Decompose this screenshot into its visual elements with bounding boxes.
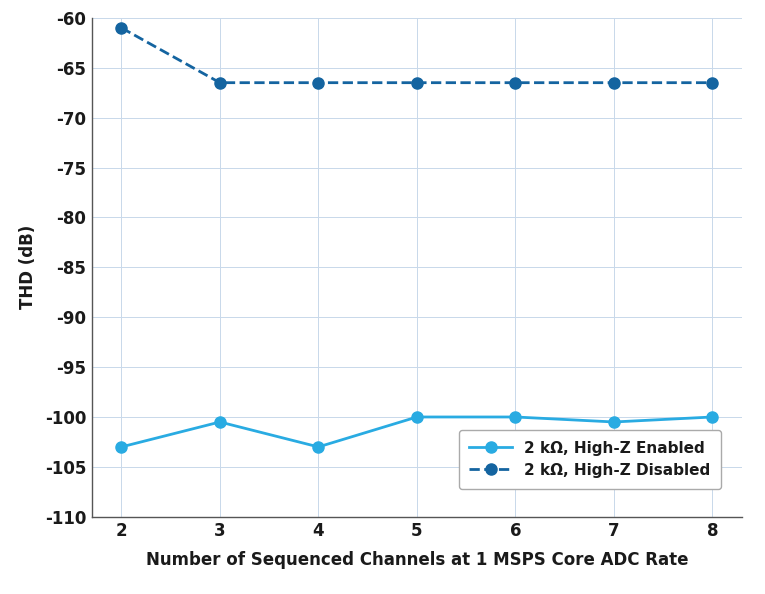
2 kΩ, High-Z Enabled	[708, 413, 717, 421]
2 kΩ, High-Z Disabled	[215, 79, 224, 86]
2 kΩ, High-Z Disabled	[610, 79, 619, 86]
X-axis label: Number of Sequenced Channels at 1 MSPS Core ADC Rate: Number of Sequenced Channels at 1 MSPS C…	[145, 551, 688, 570]
2 kΩ, High-Z Disabled	[314, 79, 323, 86]
2 kΩ, High-Z Disabled	[412, 79, 422, 86]
2 kΩ, High-Z Enabled	[215, 418, 224, 425]
2 kΩ, High-Z Enabled	[412, 413, 422, 421]
2 kΩ, High-Z Enabled	[314, 443, 323, 450]
2 kΩ, High-Z Disabled	[117, 24, 126, 31]
2 kΩ, High-Z Enabled	[117, 443, 126, 450]
2 kΩ, High-Z Disabled	[708, 79, 717, 86]
2 kΩ, High-Z Enabled	[610, 418, 619, 425]
2 kΩ, High-Z Enabled	[511, 413, 520, 421]
Line: 2 kΩ, High-Z Disabled: 2 kΩ, High-Z Disabled	[116, 22, 718, 89]
2 kΩ, High-Z Disabled	[511, 79, 520, 86]
Y-axis label: THD (dB): THD (dB)	[18, 225, 37, 309]
Legend: 2 kΩ, High-Z Enabled, 2 kΩ, High-Z Disabled: 2 kΩ, High-Z Enabled, 2 kΩ, High-Z Disab…	[459, 430, 721, 489]
Line: 2 kΩ, High-Z Enabled: 2 kΩ, High-Z Enabled	[116, 412, 718, 453]
